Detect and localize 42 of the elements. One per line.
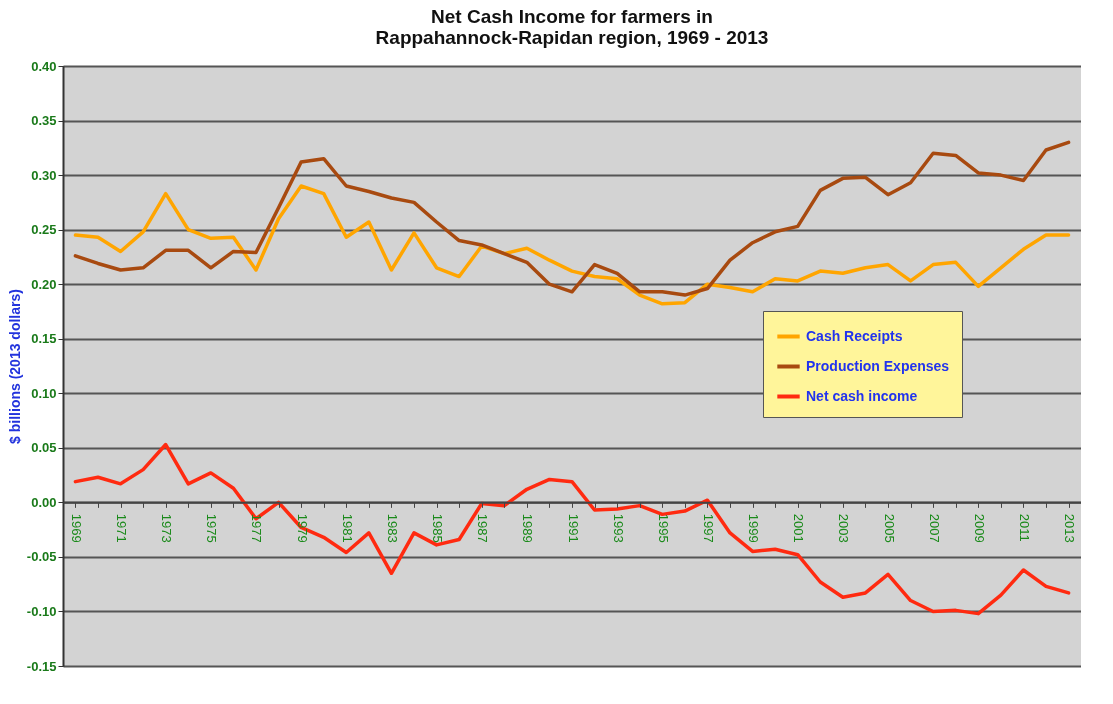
x-tick-label: 1981 bbox=[339, 513, 355, 543]
x-tick-label: 2009 bbox=[971, 513, 987, 543]
y-tick-label: 0.20 bbox=[31, 276, 57, 292]
x-tick-label: 1971 bbox=[114, 513, 130, 543]
x-tick-label: 2011 bbox=[1016, 513, 1032, 542]
x-tick-label: 2007 bbox=[926, 513, 942, 543]
y-tick-label: 0.00 bbox=[31, 494, 57, 510]
x-tick-label: 1983 bbox=[384, 513, 400, 543]
x-tick-label: 1993 bbox=[610, 513, 626, 543]
x-tick-label: 1977 bbox=[249, 513, 265, 543]
chart-title: Net Cash Income for farmers in Rappahannock-Rapidan region, 1969 - 2013 bbox=[375, 6, 769, 48]
legend-label: Net cash income bbox=[806, 387, 918, 404]
x-tick-label: 2003 bbox=[836, 513, 852, 543]
y-tick-label: -0.15 bbox=[26, 658, 57, 674]
x-tick-label: 1995 bbox=[655, 513, 671, 543]
y-tick-label: 0.15 bbox=[31, 331, 57, 347]
y-tick-label: -0.10 bbox=[26, 603, 57, 619]
x-tick-label: 2001 bbox=[791, 513, 807, 543]
x-tick-label: 2013 bbox=[1062, 513, 1078, 543]
x-tick-label: 1979 bbox=[294, 513, 310, 543]
line-series bbox=[73, 140, 1071, 297]
x-tick-label: 1999 bbox=[746, 513, 762, 543]
y-tick-label: -0.05 bbox=[26, 549, 57, 565]
x-tick-label: 1989 bbox=[520, 513, 536, 543]
x-tick-label: 1973 bbox=[159, 513, 175, 543]
y-tick-label: 0.05 bbox=[31, 440, 57, 456]
y-axis-title: $ billions (2013 dollars) bbox=[6, 289, 23, 444]
line-series bbox=[73, 184, 1071, 306]
x-tick-label: 1997 bbox=[700, 513, 716, 543]
y-tick-label: 0.40 bbox=[31, 58, 57, 74]
y-tick-label: 0.30 bbox=[31, 167, 57, 183]
y-tick-label: 0.25 bbox=[31, 222, 57, 238]
x-tick-label: 1985 bbox=[430, 513, 446, 543]
y-tick-label: 0.10 bbox=[31, 385, 57, 401]
legend-label: Production Expenses bbox=[806, 357, 950, 374]
legend-label: Cash Receipts bbox=[806, 327, 903, 344]
y-tick-label: 0.35 bbox=[31, 113, 57, 129]
x-tick-label: 2005 bbox=[881, 513, 897, 543]
x-tick-label: 1987 bbox=[475, 513, 491, 543]
x-tick-label: 1969 bbox=[68, 513, 84, 543]
x-tick-label: 1991 bbox=[565, 513, 581, 543]
x-tick-label: 1975 bbox=[204, 513, 220, 543]
